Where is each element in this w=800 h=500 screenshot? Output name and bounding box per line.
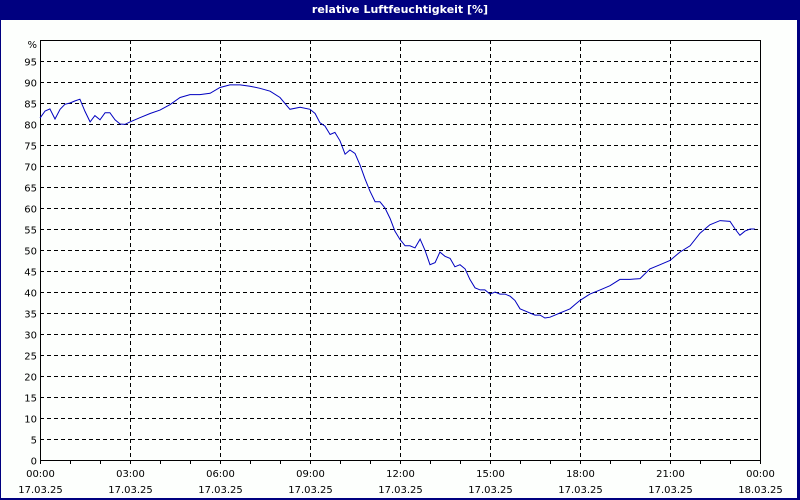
plot-frame xyxy=(40,40,761,461)
y-tick-label: 25 xyxy=(24,352,37,363)
x-tick-date: 17.03.25 xyxy=(198,485,243,496)
x-tick-time: 09:00 xyxy=(296,469,325,480)
x-tick-time: 00:00 xyxy=(26,469,55,480)
x-tick-date: 18.03.25 xyxy=(738,485,783,496)
x-tick-time: 15:00 xyxy=(476,469,505,480)
y-axis-labels: 0 5 10 15 20 25 30 35 40 45 50 55 60 65 70 75 80 85 90 95% xyxy=(24,40,37,468)
grid-lines xyxy=(40,40,760,460)
y-tick-label: 40 xyxy=(24,289,37,300)
x-tick-date: 17.03.25 xyxy=(468,485,513,496)
y-tick-label: 75 xyxy=(24,142,37,153)
y-tick-label: 5 xyxy=(31,436,37,447)
chart-title-bar: relative Luftfeuchtigkeit [%] xyxy=(0,0,800,20)
y-tick-label: 15 xyxy=(24,394,37,405)
x-tick-date: 17.03.25 xyxy=(558,485,603,496)
x-tick-time: 06:00 xyxy=(206,469,235,480)
y-tick-label: 10 xyxy=(24,415,37,426)
y-tick-label: 70 xyxy=(24,163,37,174)
y-tick-label: 95 xyxy=(24,58,37,69)
x-tick-time: 00:00 xyxy=(746,469,775,480)
axes xyxy=(40,40,761,464)
chart-title: relative Luftfeuchtigkeit [%] xyxy=(311,3,489,16)
y-tick-label: 65 xyxy=(24,184,37,195)
y-unit-label: % xyxy=(27,40,37,51)
y-tick-label: 80 xyxy=(24,121,37,132)
humidity-series-line xyxy=(39,84,755,319)
x-tick-date: 17.03.25 xyxy=(378,485,423,496)
y-tick-label: 0 xyxy=(31,457,37,468)
x-tick-time: 21:00 xyxy=(656,469,685,480)
x-tick-date: 17.03.25 xyxy=(18,485,63,496)
y-tick-label: 50 xyxy=(24,247,37,258)
x-tick-date: 17.03.25 xyxy=(288,485,333,496)
x-tick-date: 17.03.25 xyxy=(108,485,153,496)
y-tick-label: 20 xyxy=(24,373,37,384)
x-tick-time: 03:00 xyxy=(116,469,145,480)
y-tick-label: 90 xyxy=(24,79,37,90)
x-tick-time: 12:00 xyxy=(386,469,415,480)
y-tick-label: 45 xyxy=(24,268,37,279)
x-tick-date: 17.03.25 xyxy=(648,485,693,496)
x-tick-time: 18:00 xyxy=(566,469,595,480)
y-tick-label: 30 xyxy=(24,331,37,342)
x-axis-labels: 00:00 17.03.25 03:00 17.03.25 06:00 17.03.25 0… xyxy=(18,469,783,496)
y-tick-label: 35 xyxy=(24,310,37,321)
y-tick-label: 85 xyxy=(24,100,37,111)
y-tick-label: 55 xyxy=(24,226,37,237)
y-tick-label: 60 xyxy=(24,205,37,216)
